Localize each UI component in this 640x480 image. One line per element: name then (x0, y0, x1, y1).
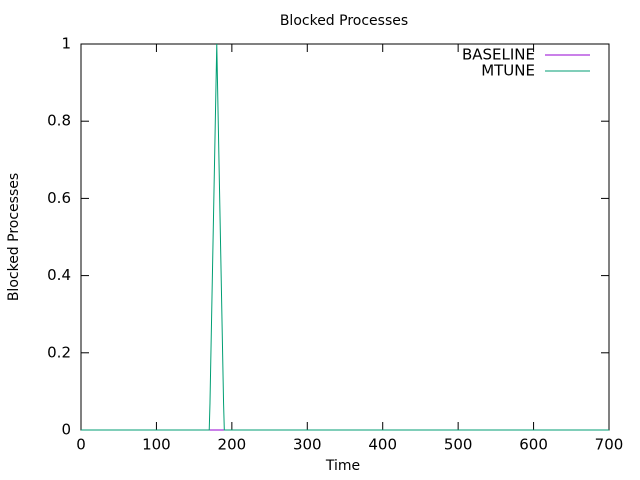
x-tick-label: 100 (142, 436, 171, 454)
chart-title: Blocked Processes (280, 13, 408, 29)
y-tick-label: 0 (61, 421, 71, 439)
y-axis-label: Blocked Processes (6, 173, 22, 301)
x-tick-label: 500 (444, 436, 473, 454)
y-tick-label: 0.4 (47, 266, 71, 284)
series-line (81, 43, 609, 431)
x-tick-label: 0 (76, 436, 86, 454)
y-tick-label: 1 (61, 35, 71, 53)
y-tick-label: 0.2 (47, 343, 71, 361)
x-axis-label: Time (325, 458, 360, 474)
x-tick-label: 300 (293, 436, 322, 454)
x-tick-label: 700 (595, 436, 624, 454)
y-tick-label: 0.8 (47, 112, 71, 130)
legend-label: MTUNE (481, 62, 535, 80)
x-tick-label: 600 (519, 436, 548, 454)
y-tick-label: 0.6 (47, 189, 71, 207)
x-tick-label: 200 (218, 436, 247, 454)
x-tick-label: 400 (368, 436, 397, 454)
legend-label: BASELINE (462, 46, 535, 64)
